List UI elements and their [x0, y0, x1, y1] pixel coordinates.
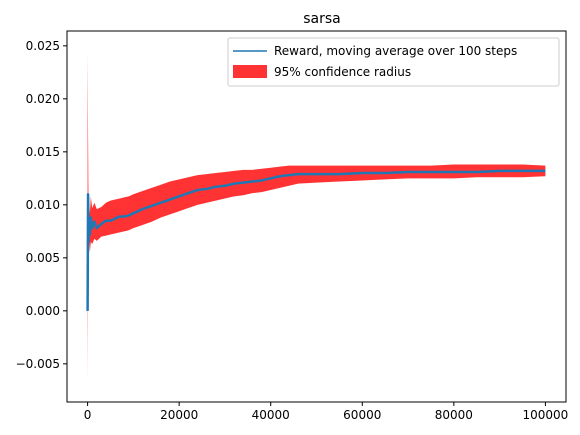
x-tick-label: 100000	[522, 408, 568, 422]
x-tick-label: 0	[84, 408, 92, 422]
y-axis: −0.005 0.000 0.005 0.010 0.015 0.020 0.025	[16, 39, 67, 371]
legend: Reward, moving average over 100 steps 95…	[227, 37, 560, 87]
y-tick-label: 0.000	[26, 304, 60, 318]
y-tick-label: 0.015	[26, 145, 60, 159]
chart-title: sarsa	[303, 11, 341, 27]
legend-box	[227, 37, 560, 87]
y-tick-label: 0.025	[26, 39, 60, 53]
legend-band-label: 95% confidence radius	[274, 65, 411, 79]
reward-line-layer	[86, 169, 546, 311]
legend-line-label: Reward, moving average over 100 steps	[274, 44, 517, 58]
x-tick-label: 60000	[343, 408, 381, 422]
reward-line	[86, 169, 546, 311]
x-tick-label: 20000	[160, 408, 198, 422]
y-tick-label: 0.005	[26, 251, 60, 265]
plot-area	[86, 53, 546, 383]
x-tick-label: 80000	[435, 408, 473, 422]
y-tick-label: −0.005	[16, 357, 60, 371]
x-axis: 0 20000 40000 60000 80000 100000	[84, 402, 568, 422]
legend-band-swatch	[233, 65, 267, 78]
y-tick-label: 0.010	[26, 198, 60, 212]
y-tick-label: 0.020	[26, 92, 60, 106]
x-tick-label: 40000	[252, 408, 290, 422]
axes-frame	[66, 30, 567, 403]
